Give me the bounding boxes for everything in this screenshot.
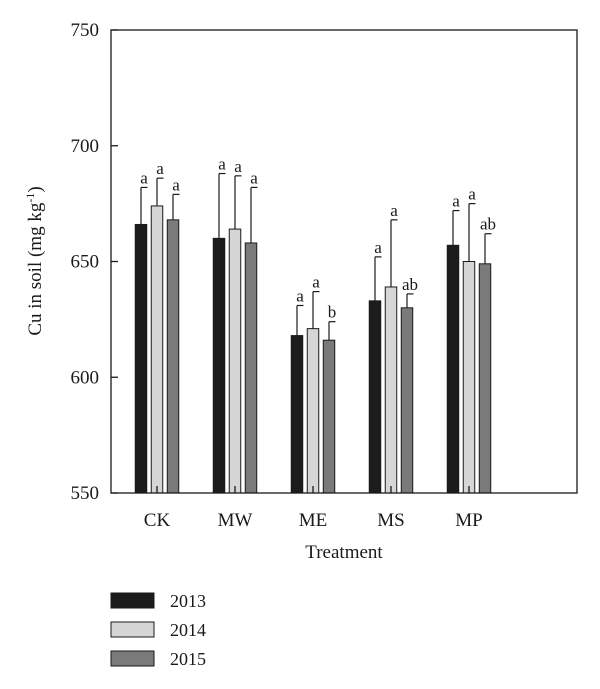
bar-2014 (228, 228, 242, 494)
legend-swatch-2015 (110, 650, 155, 667)
bar-2013 (368, 300, 382, 494)
bar-2014 (462, 261, 476, 494)
significance-label: a (250, 168, 258, 187)
legend-label-2015: 2015 (170, 649, 206, 669)
legend-label-2013: 2013 (170, 591, 206, 611)
y-axis-title-superscript: -1 (23, 193, 37, 203)
significance-label: a (296, 286, 304, 305)
significance-label: a (390, 201, 398, 220)
significance-label: a (312, 273, 320, 292)
bar-2015 (400, 307, 414, 494)
significance-label: ab (480, 215, 496, 234)
x-tick-label: ME (299, 510, 328, 531)
x-tick-label: MP (455, 510, 482, 531)
x-tick-label: CK (144, 510, 171, 531)
significance-label: a (234, 157, 242, 176)
bar-2013 (446, 244, 460, 494)
bar-2015 (244, 242, 258, 494)
y-tick-label: 600 (71, 367, 100, 388)
significance-label: a (452, 192, 460, 211)
legend-swatch-2013 (110, 592, 155, 609)
y-axis-title: Cu in soil (mg kg-1) (23, 186, 46, 335)
significance-label: a (140, 168, 148, 187)
significance-label: a (156, 159, 164, 178)
x-tick-label: MS (377, 510, 404, 531)
significance-label: a (468, 185, 476, 204)
bar-2015 (478, 263, 492, 494)
significance-label: a (218, 155, 226, 174)
x-tick-label: MW (218, 510, 253, 531)
legend-swatch-2014 (110, 621, 155, 638)
bar-2015 (166, 219, 180, 494)
y-axis: 550 600 650 700 750 (71, 20, 118, 504)
y-tick-label: 550 (71, 483, 100, 504)
bar-2014 (150, 205, 164, 494)
x-axis: CK MW ME MS MP (144, 486, 483, 531)
legend: 2013 2014 2015 (110, 591, 206, 669)
significance-label: a (374, 238, 382, 257)
bar-2013 (134, 223, 148, 494)
y-axis-title-close: ) (25, 186, 46, 192)
bar-2015 (322, 339, 336, 494)
y-tick-label: 650 (71, 252, 100, 273)
y-axis-title-main: Cu in soil (mg kg (25, 202, 46, 336)
significance-label: a (172, 175, 180, 194)
bar-2014 (306, 328, 320, 494)
x-axis-title: Treatment (305, 542, 383, 563)
significance-label: ab (402, 275, 418, 294)
plot-frame (110, 29, 578, 494)
legend-label-2014: 2014 (170, 620, 206, 640)
significance-label: b (328, 303, 337, 322)
bar-2014 (384, 286, 398, 494)
y-tick-label: 750 (71, 20, 100, 41)
y-tick-label: 700 (71, 136, 100, 157)
bar-2013 (290, 335, 304, 494)
bar-2013 (212, 237, 226, 494)
